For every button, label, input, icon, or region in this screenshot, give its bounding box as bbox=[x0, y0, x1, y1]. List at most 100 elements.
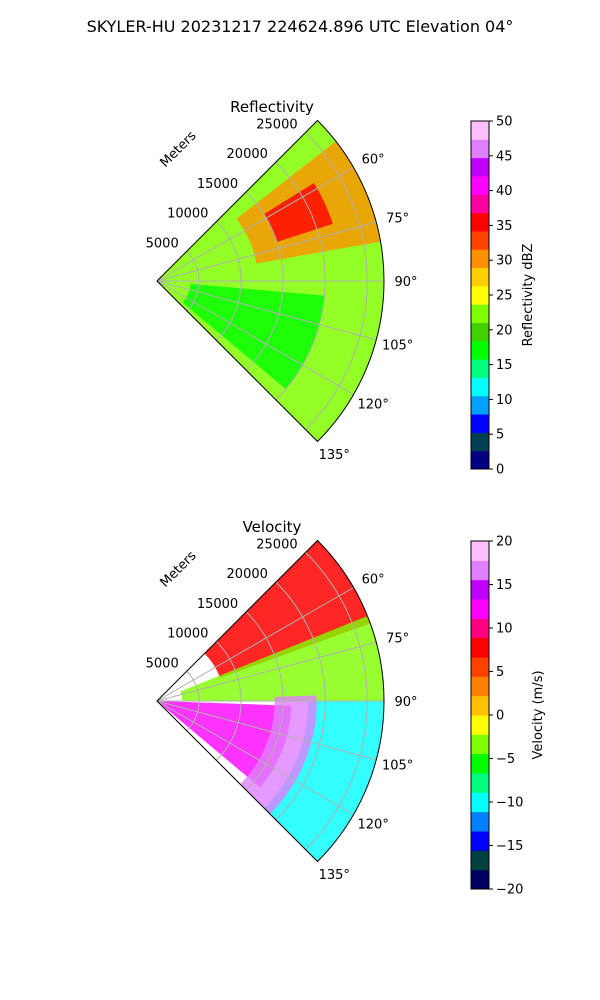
colorbar-swatch bbox=[471, 676, 489, 697]
colorbar-swatch bbox=[471, 139, 489, 159]
velocity-panel: Velocity 5000 10000 15000 20000 25000 60° 75° 9… bbox=[146, 518, 546, 898]
colorbar-swatch bbox=[471, 267, 489, 287]
colorbar-swatch bbox=[471, 869, 489, 890]
field-region bbox=[264, 701, 384, 862]
colorbar-tick-label: 50 bbox=[496, 115, 513, 130]
range-tick-label: 20000 bbox=[227, 567, 268, 582]
sector-outline bbox=[156, 539, 385, 863]
azimuth-tick-label: 120° bbox=[358, 398, 389, 413]
velocity-axes: 5000 10000 15000 20000 25000 60° 75° 90° 105° 120… bbox=[146, 537, 418, 883]
sector-outline bbox=[156, 119, 385, 443]
figure-title: SKYLER-HU 20231217 224624.896 UTC Elevat… bbox=[87, 17, 514, 36]
azimuth-gridline bbox=[156, 280, 354, 395]
colorbar-tick-label: 5 bbox=[496, 428, 504, 443]
field-region bbox=[180, 615, 384, 701]
reflectivity-title: Reflectivity bbox=[230, 98, 314, 116]
azimuth-gridline bbox=[156, 700, 354, 815]
range-tick-label: 5000 bbox=[146, 236, 179, 251]
colorbar-tick-label: −10 bbox=[496, 796, 523, 811]
azimuth-gridline bbox=[156, 587, 354, 702]
colorbar-tick-label: 30 bbox=[496, 254, 513, 269]
colorbar-swatch bbox=[471, 175, 489, 195]
colorbar-tick-label: 15 bbox=[496, 358, 513, 373]
colorbar-swatch bbox=[471, 304, 489, 323]
azimuth-tick-label: 135° bbox=[319, 868, 350, 883]
colorbar-swatch bbox=[471, 249, 489, 269]
azimuth-tick-label: 90° bbox=[394, 695, 417, 710]
range-tick-label: 25000 bbox=[256, 537, 297, 552]
azimuth-tick-label: 105° bbox=[382, 338, 413, 353]
velocity-range-axis-label: Meters bbox=[158, 548, 200, 590]
velocity-colorbar: −20 −15 −10 −5 0 5 10 15 20 bbox=[470, 535, 523, 898]
range-tick-label: 20000 bbox=[227, 147, 268, 162]
colorbar-tick-label: 20 bbox=[496, 323, 513, 338]
range-tick-label: 5000 bbox=[146, 656, 179, 671]
azimuth-tick-label: 60° bbox=[362, 573, 385, 588]
colorbar-swatch bbox=[471, 618, 489, 639]
colorbar-swatch bbox=[471, 194, 489, 214]
colorbar-swatch bbox=[471, 359, 489, 378]
azimuth-gridline bbox=[156, 221, 377, 282]
colorbar-tick-label: 35 bbox=[496, 219, 513, 234]
colorbar-tick-label: 20 bbox=[496, 535, 513, 550]
range-tick-label: 10000 bbox=[167, 627, 208, 642]
azimuth-tick-label: 105° bbox=[382, 758, 413, 773]
azimuth-tick-label: 75° bbox=[386, 212, 409, 227]
colorbar-swatch bbox=[471, 734, 489, 755]
colorbar-swatch bbox=[471, 450, 489, 470]
field-region bbox=[240, 695, 317, 814]
colorbar-swatch bbox=[471, 230, 489, 250]
colorbar-swatch bbox=[471, 753, 489, 774]
colorbar-swatch bbox=[471, 579, 489, 600]
field-region bbox=[204, 540, 371, 678]
velocity-colorbar-label: Velocity (m/s) bbox=[531, 670, 546, 759]
colorbar-swatch bbox=[471, 322, 489, 342]
reflectivity-colorbar-label: Reflectivity dBZ bbox=[521, 244, 536, 347]
colorbar-swatch bbox=[471, 395, 489, 415]
azimuth-tick-label: 120° bbox=[358, 818, 389, 833]
colorbar-tick-label: 25 bbox=[496, 289, 513, 304]
colorbar-swatch bbox=[471, 811, 489, 832]
colorbar-swatch bbox=[471, 541, 489, 561]
reflectivity-panel: Reflectivity 5000 10000 15000 20000 25000 60°… bbox=[146, 98, 536, 478]
colorbar-tick-label: 0 bbox=[496, 709, 504, 724]
colorbar-tick-label: 10 bbox=[496, 622, 513, 637]
azimuth-gridline bbox=[156, 167, 354, 282]
colorbar-tick-label: 40 bbox=[496, 184, 513, 199]
range-tick-label: 15000 bbox=[197, 177, 238, 192]
azimuth-tick-label: 60° bbox=[362, 153, 385, 168]
range-tick-label: 10000 bbox=[167, 207, 208, 222]
colorbar-tick-label: 10 bbox=[496, 393, 513, 408]
velocity-title: Velocity bbox=[243, 518, 302, 536]
colorbar-swatch bbox=[471, 121, 489, 140]
colorbar-swatch bbox=[471, 432, 489, 452]
colorbar-tick-label: −15 bbox=[496, 839, 523, 854]
colorbar-tick-label: −5 bbox=[496, 752, 515, 767]
colorbar-swatch bbox=[471, 340, 489, 360]
velocity-field bbox=[157, 540, 384, 862]
colorbar-swatch bbox=[471, 637, 489, 658]
reflectivity-axes: 5000 10000 15000 20000 25000 60° 75° 90° 105° 120… bbox=[146, 117, 418, 463]
colorbar-swatch bbox=[471, 831, 489, 851]
colorbar-tick-label: 5 bbox=[496, 665, 504, 680]
colorbar-swatch bbox=[471, 657, 489, 677]
field-region bbox=[263, 182, 333, 243]
colorbar-tick-label: 0 bbox=[496, 463, 504, 478]
colorbar-tick-label: 15 bbox=[496, 578, 513, 593]
colorbar-swatch bbox=[471, 599, 489, 619]
colorbar-tick-label: −20 bbox=[496, 883, 523, 898]
colorbar-swatch bbox=[471, 157, 489, 177]
colorbar-swatch bbox=[471, 560, 489, 581]
reflectivity-grid bbox=[156, 132, 384, 442]
reflectivity-range-axis-label: Meters bbox=[158, 128, 200, 170]
range-tick-label: 15000 bbox=[197, 597, 238, 612]
range-tick-label: 25000 bbox=[256, 117, 297, 132]
azimuth-tick-label: 135° bbox=[319, 448, 350, 463]
colorbar-tick-label: 45 bbox=[496, 149, 513, 164]
colorbar-swatch bbox=[471, 792, 489, 813]
colorbar-swatch bbox=[471, 715, 489, 735]
colorbar-swatch bbox=[471, 285, 489, 305]
colorbar-swatch bbox=[471, 414, 489, 433]
colorbar-swatch bbox=[471, 773, 489, 793]
